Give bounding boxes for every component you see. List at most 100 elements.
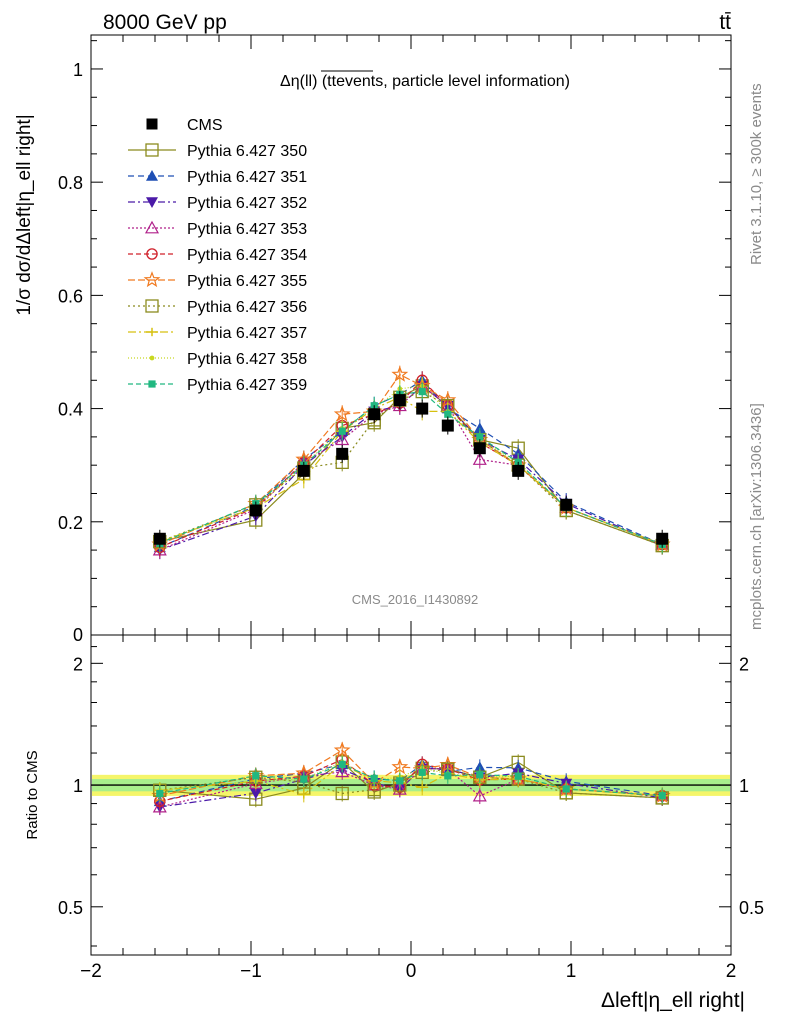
data-point: [297, 464, 310, 477]
energy-label: 8000 GeV pp: [103, 11, 227, 34]
series-line: [159, 379, 663, 548]
legend-label: Pythia 6.427 358: [187, 351, 307, 368]
series-line: [159, 396, 663, 545]
legend-label: Pythia 6.427 356: [187, 299, 307, 316]
legend-marker: [145, 299, 159, 313]
data-point: [335, 432, 350, 446]
data-point: [560, 498, 573, 511]
x-tick-label: 2: [726, 961, 737, 982]
legend-marker: [149, 355, 155, 361]
process-label: tt̄: [719, 11, 731, 34]
y-tick-label: 0.6: [58, 286, 83, 306]
legend-label: Pythia 6.427 357: [187, 325, 307, 342]
y-tick-label: 0.2: [58, 513, 83, 533]
ratio-tick-label-right: 2: [739, 654, 749, 674]
legend-marker: [146, 327, 158, 337]
ratio-series-line: [159, 767, 663, 808]
legend-label: Pythia 6.427 353: [187, 221, 307, 238]
ratio-point: [338, 760, 346, 768]
series-line: [159, 385, 663, 551]
legend-label: Pythia 6.427 352: [187, 195, 307, 212]
legend-label: Pythia 6.427 355: [187, 273, 307, 290]
series-line: [159, 385, 663, 545]
legend-marker: [146, 248, 158, 260]
ratio-point: [444, 772, 452, 780]
data-point: [476, 433, 484, 441]
y-tick-label: 0.4: [58, 400, 83, 420]
y-tick-label: 0.8: [58, 173, 83, 193]
legend-marker: [148, 380, 156, 388]
data-point: [391, 365, 409, 382]
ratio-point: [514, 772, 522, 780]
legend-marker: [143, 271, 161, 288]
x-axis-label: Δleft|η_ell right|: [601, 989, 745, 1012]
ratio-point: [472, 788, 487, 802]
x-tick-label: −2: [80, 961, 102, 982]
y-tick-label-0: 0: [73, 625, 83, 645]
y-axis-label: 1/σ dσ/dΔleft|η_ell right|: [14, 114, 35, 315]
data-point: [656, 532, 669, 545]
ratio-series-line: [159, 768, 663, 799]
ratio-point: [249, 788, 262, 800]
ratio-tick-label: 2: [73, 654, 83, 674]
ratio-point: [156, 789, 164, 798]
ratio-point: [658, 792, 666, 800]
ratio-point: [476, 771, 484, 779]
plot-title: Δη(ll) (ttevents, particle level informa…: [280, 73, 570, 90]
legend-label: Pythia 6.427 350: [187, 143, 307, 160]
ratio-point: [416, 783, 429, 792]
legend-label: Pythia 6.427 359: [187, 377, 307, 394]
legend-marker: [146, 118, 158, 130]
data-point: [512, 464, 525, 477]
x-tick-label: −1: [240, 961, 262, 982]
ratio-series-line: [159, 761, 663, 800]
legend-marker: [146, 197, 158, 208]
data-point: [444, 410, 452, 418]
series-line: [159, 390, 663, 547]
ratio-point: [418, 768, 426, 776]
ratio-point: [335, 764, 350, 778]
data-point: [393, 394, 406, 407]
ratio-tick-label: 0.5: [58, 898, 83, 918]
data-point: [473, 422, 486, 434]
series-line: [159, 385, 663, 551]
rivet-label: Rivet 3.1.10, ≥ 300k events: [748, 83, 765, 265]
series-line: [159, 379, 663, 548]
ratio-series-line: [159, 763, 663, 797]
ratio-y-axis-label: Ratio to CMS: [24, 750, 41, 839]
ratio-point: [252, 772, 260, 780]
x-tick-label: 0: [406, 961, 417, 982]
legend-marker: [145, 143, 159, 157]
data-point: [333, 405, 351, 422]
data-point: [418, 388, 426, 396]
legend-label: Pythia 6.427 351: [187, 169, 307, 186]
series-line: [159, 373, 663, 545]
ratio-point: [152, 799, 167, 813]
data-point: [249, 504, 262, 517]
data-point: [441, 419, 454, 432]
ratio-point: [297, 790, 310, 799]
legend-marker: [144, 220, 160, 234]
x-tick-label: 1: [566, 961, 577, 982]
mcplots-label: mcplots.cern.ch [arXiv:1306.3436]: [748, 403, 765, 630]
data-point: [338, 427, 346, 435]
ratio-point: [370, 774, 378, 783]
data-point: [472, 452, 487, 465]
data-point: [336, 447, 349, 460]
ratio-point: [562, 785, 570, 793]
data-point: [153, 532, 166, 545]
ratio-point: [396, 777, 404, 785]
data-point: [473, 442, 486, 455]
legend-label: Pythia 6.427 354: [187, 247, 307, 264]
data-point: [416, 402, 429, 415]
series-line: [159, 385, 663, 547]
ratio-point: [300, 775, 308, 783]
data-point: [368, 408, 381, 421]
ratio-point: [333, 741, 351, 758]
ratio-point: [335, 786, 349, 801]
ratio-tick-label-right: 1: [739, 776, 749, 796]
ratio-tick-label-right: 0.5: [739, 898, 764, 918]
legend-label: CMS: [187, 117, 223, 134]
y-tick-label: 1: [73, 60, 83, 80]
ratio-series-line: [159, 763, 663, 797]
